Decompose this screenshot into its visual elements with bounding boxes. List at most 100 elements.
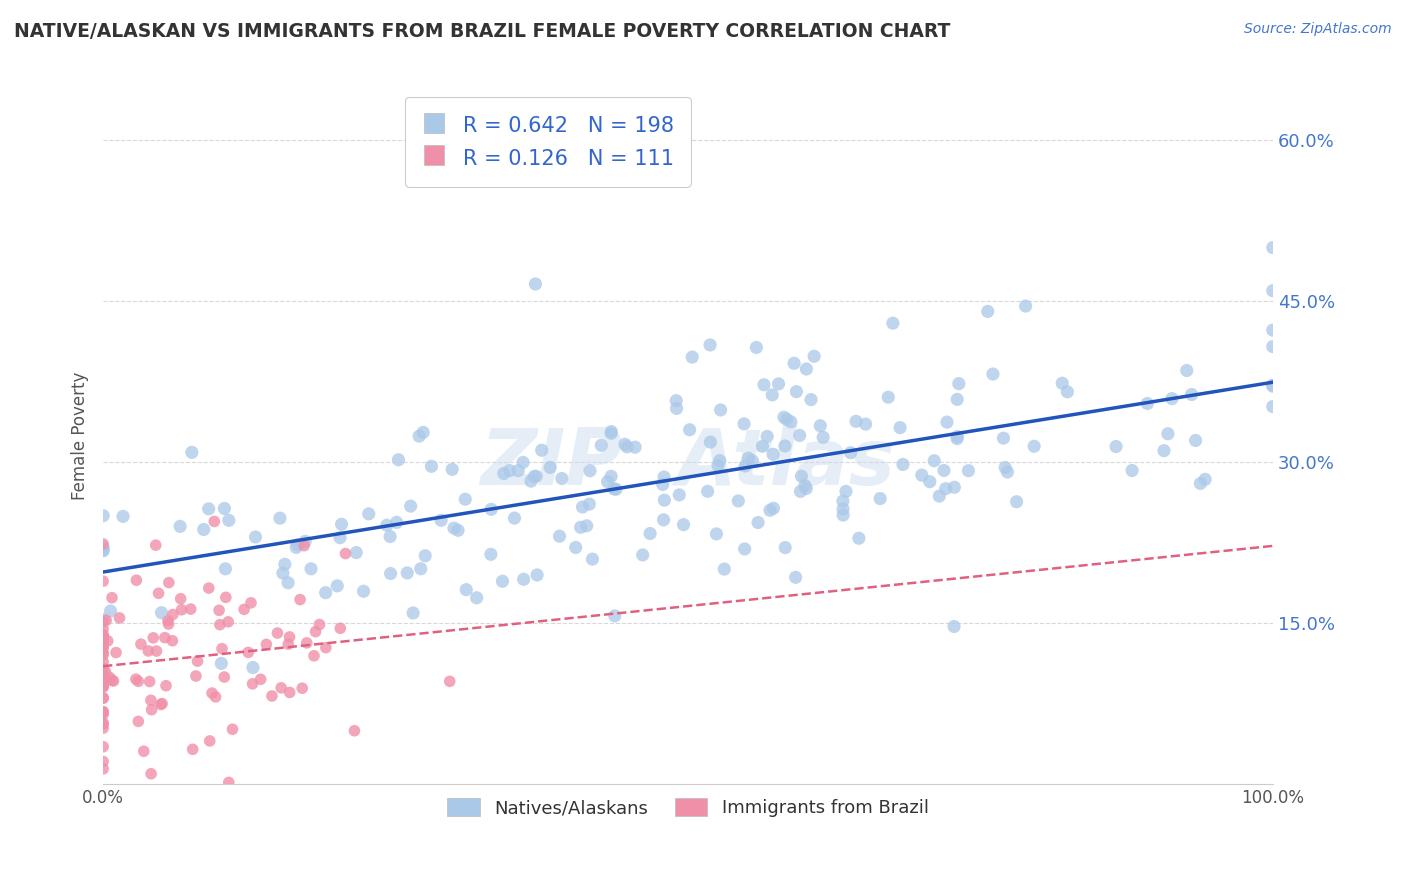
Point xyxy=(681,350,703,364)
Point xyxy=(783,356,806,370)
Point xyxy=(141,703,163,717)
Point xyxy=(524,277,547,291)
Point xyxy=(761,388,783,402)
Point xyxy=(91,640,114,654)
Point xyxy=(759,503,782,517)
Point xyxy=(793,478,815,492)
Point xyxy=(162,607,184,622)
Point xyxy=(91,632,114,646)
Point xyxy=(103,673,125,688)
Text: NATIVE/ALASKAN VS IMMIGRANTS FROM BRAZIL FEMALE POVERTY CORRELATION CHART: NATIVE/ALASKAN VS IMMIGRANTS FROM BRAZIL… xyxy=(14,22,950,41)
Point xyxy=(678,423,700,437)
Point xyxy=(149,698,172,712)
Point xyxy=(277,637,299,651)
Point xyxy=(187,654,209,668)
Point xyxy=(447,524,470,538)
Point xyxy=(156,614,179,628)
Point xyxy=(249,673,271,687)
Point xyxy=(1261,241,1284,255)
Point xyxy=(652,470,675,484)
Point xyxy=(420,459,443,474)
Point xyxy=(918,475,941,489)
Point xyxy=(136,644,159,658)
Point xyxy=(150,606,173,620)
Point xyxy=(848,531,870,545)
Point xyxy=(91,633,114,648)
Point xyxy=(91,672,114,686)
Point xyxy=(169,519,191,533)
Point xyxy=(948,376,970,391)
Point xyxy=(603,482,626,496)
Point xyxy=(278,630,301,644)
Point xyxy=(624,440,647,454)
Point xyxy=(911,468,934,483)
Point xyxy=(387,452,409,467)
Point xyxy=(148,586,170,600)
Point xyxy=(443,521,465,535)
Point xyxy=(240,596,263,610)
Point xyxy=(157,617,180,632)
Point xyxy=(638,526,661,541)
Point xyxy=(91,637,114,651)
Point xyxy=(779,415,801,429)
Point xyxy=(329,531,352,545)
Point xyxy=(479,502,502,516)
Point xyxy=(291,681,314,696)
Point xyxy=(699,338,721,352)
Point xyxy=(526,568,548,582)
Point xyxy=(741,454,763,468)
Point xyxy=(785,384,807,399)
Point xyxy=(91,615,114,629)
Point xyxy=(91,508,114,523)
Point xyxy=(294,534,316,549)
Point xyxy=(209,657,232,671)
Point xyxy=(922,454,945,468)
Point xyxy=(957,464,980,478)
Point xyxy=(218,775,240,789)
Point xyxy=(889,420,911,434)
Point xyxy=(169,591,191,606)
Point xyxy=(98,671,121,685)
Point xyxy=(936,415,959,429)
Point xyxy=(277,575,299,590)
Point xyxy=(581,552,603,566)
Point xyxy=(242,677,264,691)
Point xyxy=(808,418,831,433)
Point xyxy=(299,562,322,576)
Point xyxy=(1153,443,1175,458)
Point xyxy=(981,367,1004,381)
Point xyxy=(91,739,114,754)
Text: ZIP  Atlas: ZIP Atlas xyxy=(481,425,896,501)
Point xyxy=(329,621,352,635)
Point xyxy=(287,538,309,552)
Point xyxy=(785,570,807,584)
Point xyxy=(357,507,380,521)
Point xyxy=(217,615,239,629)
Point xyxy=(773,410,796,425)
Point xyxy=(271,566,294,581)
Point xyxy=(932,463,955,477)
Point xyxy=(811,430,834,444)
Point xyxy=(773,541,796,555)
Point xyxy=(399,499,422,513)
Point xyxy=(285,541,308,555)
Point xyxy=(91,622,114,636)
Point xyxy=(91,655,114,669)
Point xyxy=(91,632,114,647)
Point xyxy=(201,686,224,700)
Point xyxy=(269,511,291,525)
Point xyxy=(524,469,547,483)
Point xyxy=(747,516,769,530)
Point xyxy=(491,574,513,589)
Point xyxy=(157,575,180,590)
Point xyxy=(503,511,526,525)
Point xyxy=(762,447,785,461)
Point xyxy=(208,603,231,617)
Point xyxy=(768,376,790,391)
Point xyxy=(1136,396,1159,410)
Point xyxy=(441,462,464,476)
Point xyxy=(302,648,325,663)
Point xyxy=(713,562,735,576)
Point xyxy=(605,482,627,496)
Point xyxy=(1194,472,1216,486)
